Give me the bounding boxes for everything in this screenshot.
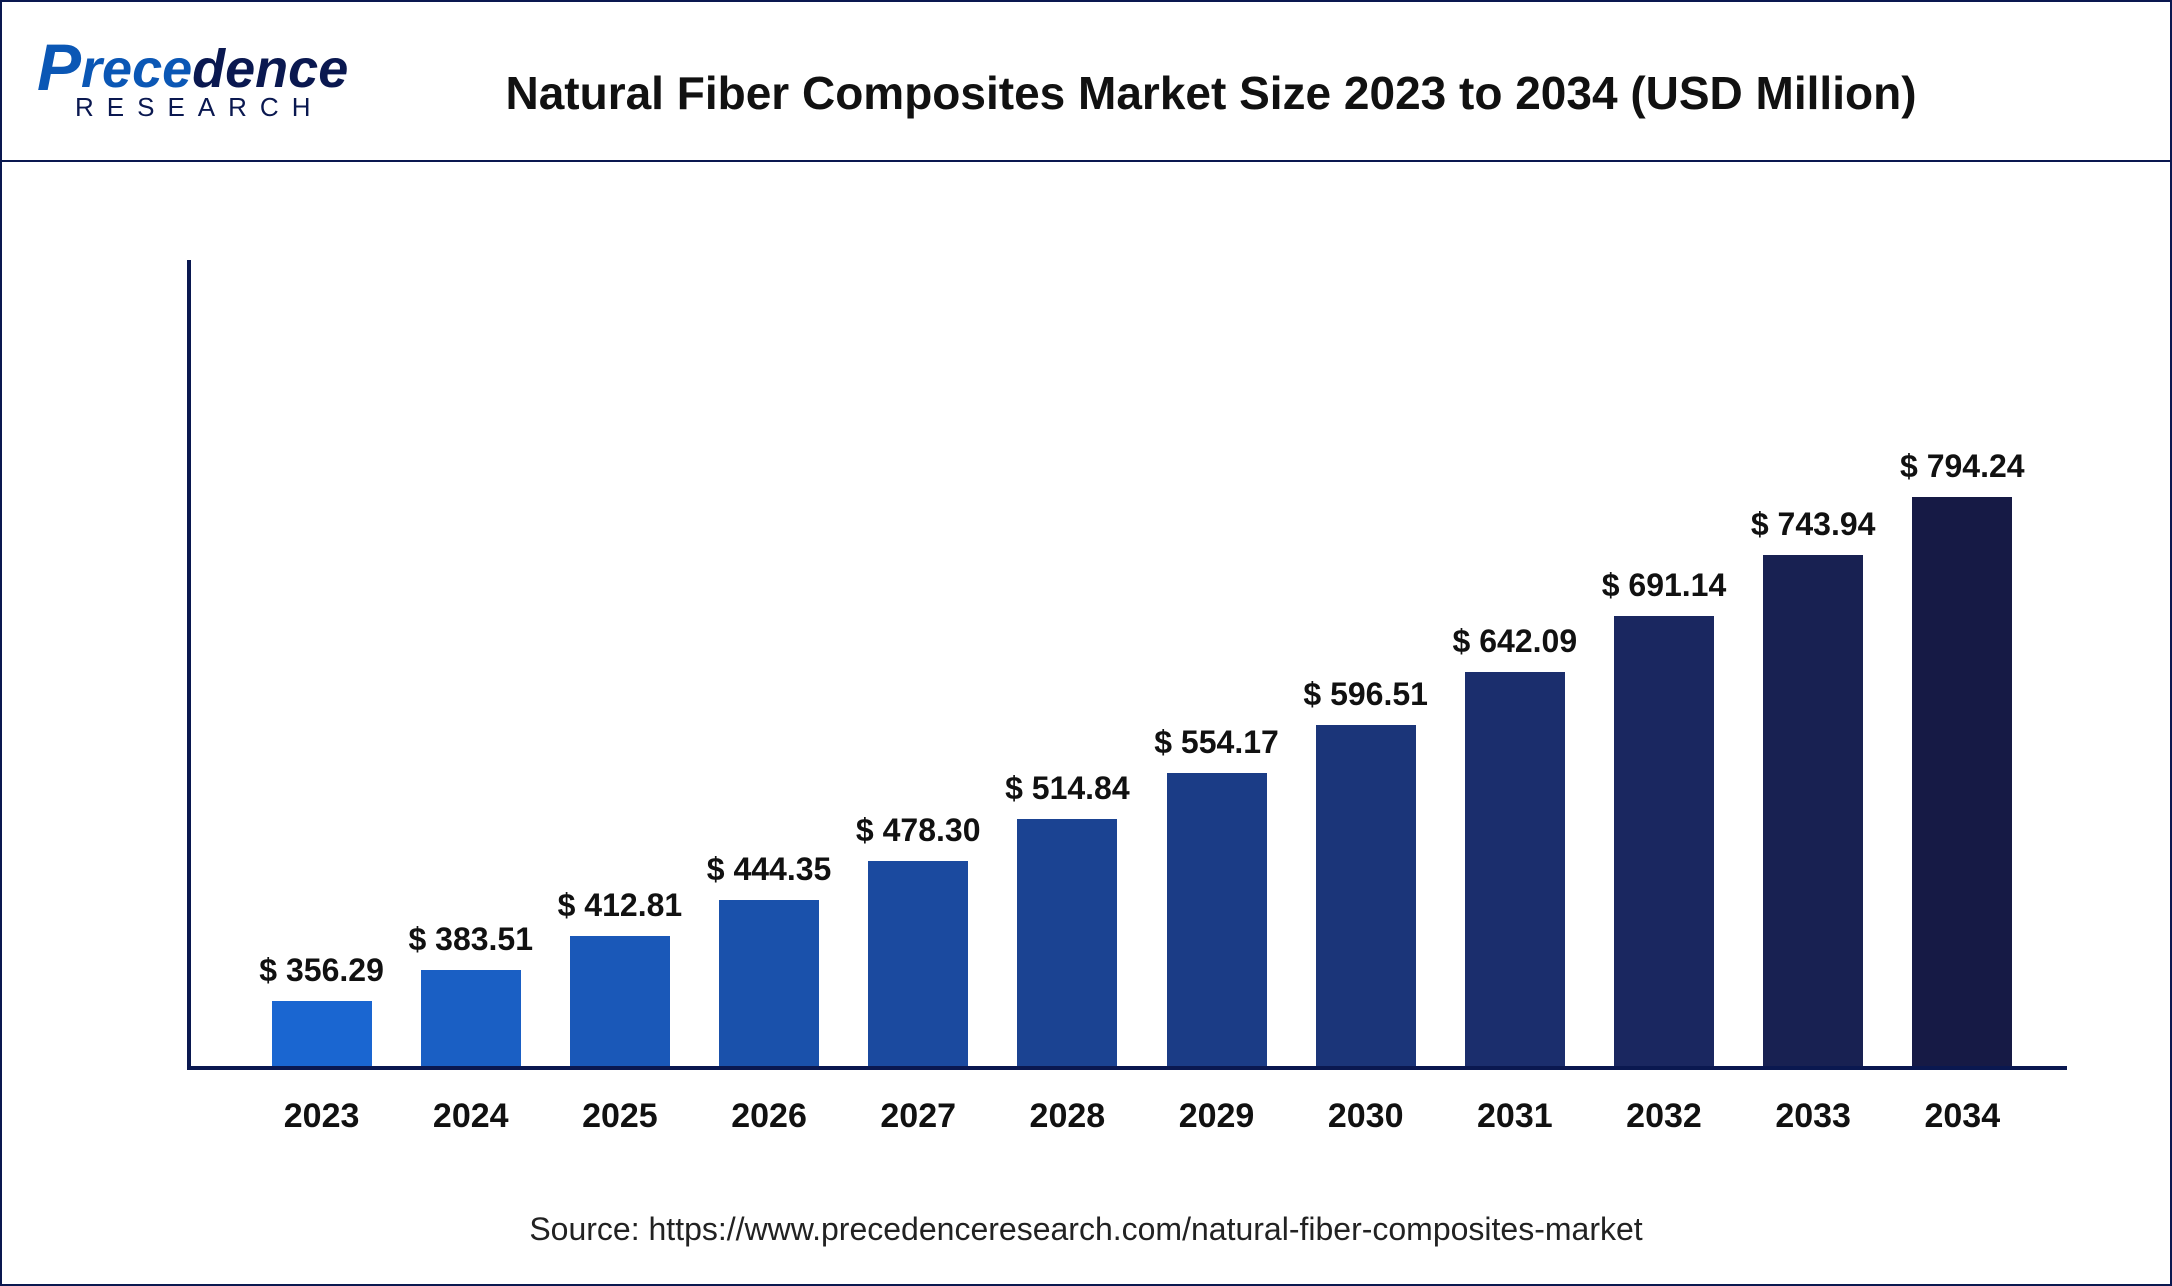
header: Precedence RESEARCH Natural Fiber Compos… <box>2 2 2170 162</box>
x-tick-label: 2026 <box>699 1097 839 1136</box>
bar <box>1465 672 1565 1066</box>
x-tick-label: 2024 <box>401 1097 541 1136</box>
bar-value-label: $ 794.24 <box>1862 448 2062 485</box>
chart-title: Natural Fiber Composites Market Size 202… <box>2 66 2170 120</box>
bar-group: $ 444.35 <box>699 900 839 1066</box>
x-tick-label: 2032 <box>1594 1097 1734 1136</box>
source-text: Source: https://www.precedenceresearch.c… <box>2 1211 2170 1248</box>
bar-group: $ 478.30 <box>848 861 988 1066</box>
bar-value-label: $ 642.09 <box>1415 623 1615 660</box>
x-tick-label: 2030 <box>1296 1097 1436 1136</box>
bar-group: $ 383.51 <box>401 970 541 1066</box>
bar-value-label: $ 514.84 <box>967 770 1167 807</box>
bar-value-label: $ 743.94 <box>1713 506 1913 543</box>
bar <box>570 936 670 1066</box>
bar-group: $ 356.29 <box>252 1001 392 1066</box>
bar <box>868 861 968 1066</box>
bar-value-label: $ 554.17 <box>1117 724 1317 761</box>
bar <box>1912 497 2012 1066</box>
bar-group: $ 642.09 <box>1445 672 1585 1066</box>
x-tick-label: 2023 <box>252 1097 392 1136</box>
bar <box>719 900 819 1066</box>
x-axis <box>187 1066 2067 1070</box>
bar-value-label: $ 596.51 <box>1266 676 1466 713</box>
bar-group: $ 596.51 <box>1296 725 1436 1066</box>
bar-group: $ 691.14 <box>1594 616 1734 1066</box>
bar-group: $ 514.84 <box>997 819 1137 1066</box>
bar <box>1763 555 1863 1066</box>
x-labels: 202320242025202620272028 2029203020312032… <box>187 1097 2067 1136</box>
bar-group: $ 743.94 <box>1743 555 1883 1066</box>
plot-area: $ 356.29$ 383.51$ 412.81$ 444.35$ 478.30… <box>187 260 2067 1070</box>
bar <box>1614 616 1714 1066</box>
bar-group: $ 554.17 <box>1147 773 1287 1066</box>
bar <box>1167 773 1267 1066</box>
x-tick-label: 2031 <box>1445 1097 1585 1136</box>
x-tick-label: 2025 <box>550 1097 690 1136</box>
bar-group: $ 412.81 <box>550 936 690 1066</box>
bar-value-label: $ 691.14 <box>1564 567 1764 604</box>
x-tick-label: 2028 <box>997 1097 1137 1136</box>
bar-group: $ 794.24 <box>1892 497 2032 1066</box>
x-tick-label: 2029 <box>1147 1097 1287 1136</box>
bar <box>272 1001 372 1066</box>
bar-value-label: $ 444.35 <box>669 851 869 888</box>
bar-value-label: $ 478.30 <box>818 812 1018 849</box>
bars-container: $ 356.29$ 383.51$ 412.81$ 444.35$ 478.30… <box>187 260 2067 1066</box>
bar-value-label: $ 383.51 <box>371 921 571 958</box>
x-tick-label: 2033 <box>1743 1097 1883 1136</box>
bar <box>1017 819 1117 1066</box>
chart-frame: Precedence RESEARCH Natural Fiber Compos… <box>0 0 2172 1286</box>
bar <box>1316 725 1416 1066</box>
x-tick-label: 2027 <box>848 1097 988 1136</box>
x-tick-label: 2034 <box>1892 1097 2032 1136</box>
bar-value-label: $ 412.81 <box>520 887 720 924</box>
bar <box>421 970 521 1066</box>
